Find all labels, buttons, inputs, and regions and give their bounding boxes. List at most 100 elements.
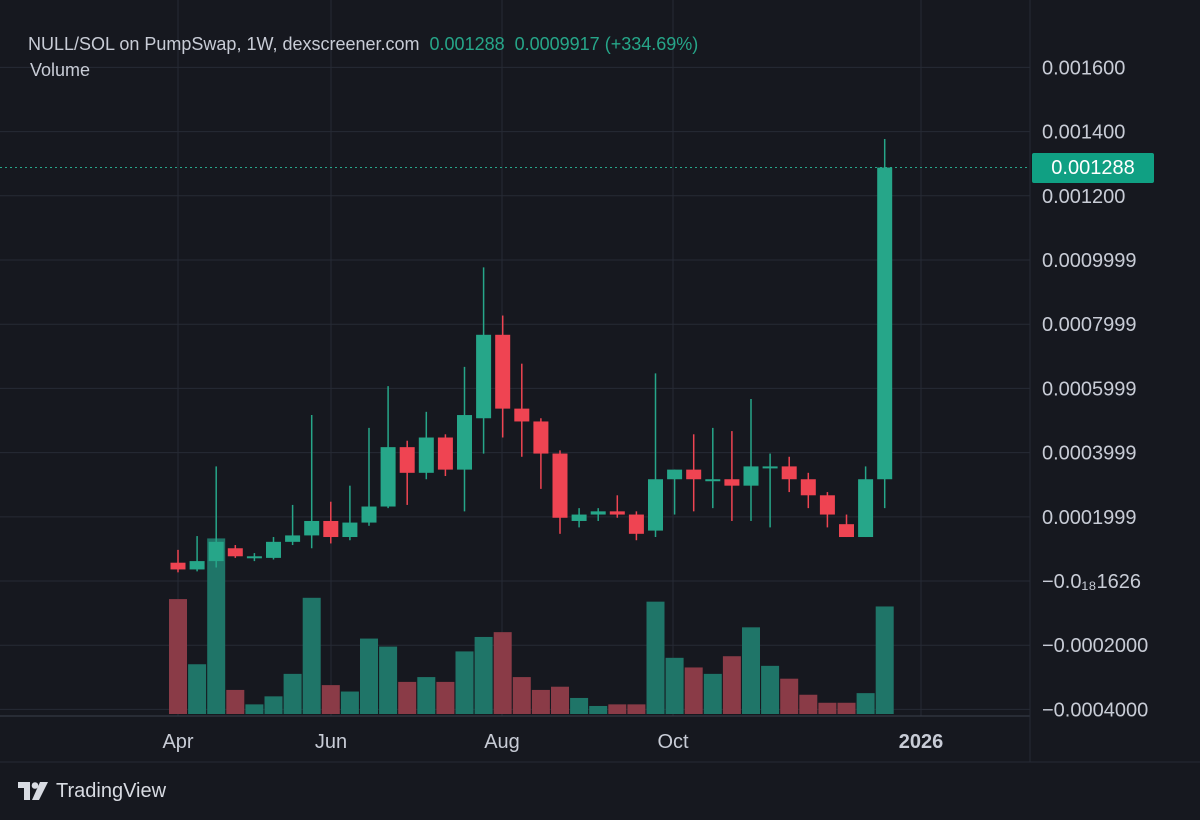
volume-bar: [761, 665, 780, 714]
y-tick-label: 0.0003999: [1042, 443, 1137, 465]
volume-bar: [742, 627, 760, 714]
candle-body: [877, 167, 893, 480]
candle-body: [399, 447, 415, 473]
candle-body: [800, 479, 816, 496]
volume-bar: [722, 656, 741, 714]
candle-body: [266, 541, 281, 558]
volume-bar: [321, 685, 340, 714]
y-tick-label: 0.001400: [1042, 122, 1125, 144]
x-tick-label: Oct: [657, 731, 689, 753]
last-price-badge: 0.001288: [1032, 153, 1154, 183]
candles: [170, 138, 893, 573]
tradingview-footer[interactable]: TradingView: [18, 778, 166, 804]
candle-body: [724, 479, 740, 486]
volume-bar: [493, 632, 512, 714]
volume-bar: [360, 638, 378, 714]
candle-body: [476, 334, 492, 419]
candle-body: [667, 469, 683, 480]
y-tick-label: 0.001200: [1042, 186, 1125, 208]
price-change: 0.0009917 (+334.69%): [514, 34, 699, 54]
volume-bar: [302, 597, 321, 714]
volume-bar: [837, 702, 856, 714]
candle-body: [628, 514, 644, 534]
last-price: 0.001288: [429, 34, 505, 54]
volume-bar: [169, 599, 187, 714]
volume-bar: [379, 646, 398, 714]
candle-body: [304, 520, 320, 536]
candle-body: [609, 511, 625, 515]
y-tick-label: 0.0009999: [1042, 250, 1137, 272]
y-tick-label: 0.0001999: [1042, 507, 1137, 529]
tradingview-logo-icon: [18, 782, 48, 800]
y-tick-label: 0.001600: [1042, 57, 1125, 79]
volume-bar: [551, 686, 569, 714]
candle-body: [246, 556, 262, 559]
volume-bar: [474, 636, 493, 714]
tradingview-brand: TradingView: [56, 779, 167, 802]
y-tick-label: −0.0002000: [1042, 635, 1148, 657]
candle-body: [189, 561, 205, 570]
candle-body: [208, 541, 224, 562]
candle-body: [762, 466, 778, 469]
candle-body: [533, 421, 549, 454]
y-axis-labels: 0.001600 0.001400 0.001200 0.0009999 0.00079…: [1042, 57, 1148, 721]
candle-body: [743, 466, 759, 486]
candle-body: [686, 469, 702, 480]
volume-bar: [340, 691, 359, 714]
grid: [0, 0, 1030, 716]
candle-body: [839, 524, 854, 538]
candle-body: [227, 548, 243, 557]
candle-body: [457, 415, 472, 470]
volume-bar: [684, 667, 703, 714]
x-tick-label: Jun: [315, 731, 347, 753]
candle-body: [495, 334, 511, 409]
candle-body: [323, 520, 339, 538]
volume-bars: [169, 538, 894, 714]
volume-bar: [589, 705, 608, 714]
volume-bar: [799, 694, 818, 714]
candle-body: [648, 479, 663, 531]
x-tick-label: 2026: [899, 731, 944, 753]
volume-bar: [818, 702, 837, 714]
volume-bar: [188, 664, 207, 714]
volume-bar: [226, 689, 245, 714]
volume-bar: [780, 678, 799, 714]
candle-body: [361, 506, 377, 523]
volume-bar: [703, 673, 722, 714]
volume-bar: [245, 704, 264, 714]
chart-header: NULL/SOL on PumpSwap, 1W, dexscreener.co…: [28, 34, 698, 55]
candle-body: [514, 408, 530, 422]
candle-body: [437, 437, 453, 470]
candle-body: [285, 535, 301, 542]
candle-body: [418, 437, 434, 473]
volume-bar: [283, 673, 302, 714]
volume-bar: [264, 696, 283, 714]
y-tick-label: −0.0004000: [1042, 699, 1148, 721]
candle-body: [552, 453, 568, 518]
y-tick-label: −0.0₁₈1626: [1042, 571, 1141, 593]
volume-bar: [875, 606, 894, 714]
volume-bar: [512, 677, 531, 714]
x-tick-label: Apr: [162, 731, 193, 753]
volume-bar: [570, 697, 589, 714]
volume-bar: [398, 681, 417, 714]
volume-bar: [417, 677, 436, 714]
volume-bar: [436, 681, 455, 714]
candle-body: [705, 479, 721, 482]
volume-bar: [856, 693, 875, 714]
candle-body: [170, 562, 186, 570]
candle-body: [819, 495, 835, 515]
volume-bar: [207, 538, 226, 714]
candle-body: [858, 479, 874, 538]
x-axis-labels: Apr Jun Aug Oct 2026: [162, 731, 943, 753]
volume-bar: [665, 657, 684, 714]
volume-bar: [455, 651, 474, 714]
x-tick-label: Aug: [484, 731, 520, 753]
y-tick-label: 0.0007999: [1042, 314, 1137, 336]
y-tick-label: 0.0005999: [1042, 378, 1137, 400]
candle-body: [571, 514, 587, 521]
candle-body: [590, 511, 606, 515]
volume-label: Volume: [30, 60, 91, 80]
volume-bar: [627, 704, 646, 714]
